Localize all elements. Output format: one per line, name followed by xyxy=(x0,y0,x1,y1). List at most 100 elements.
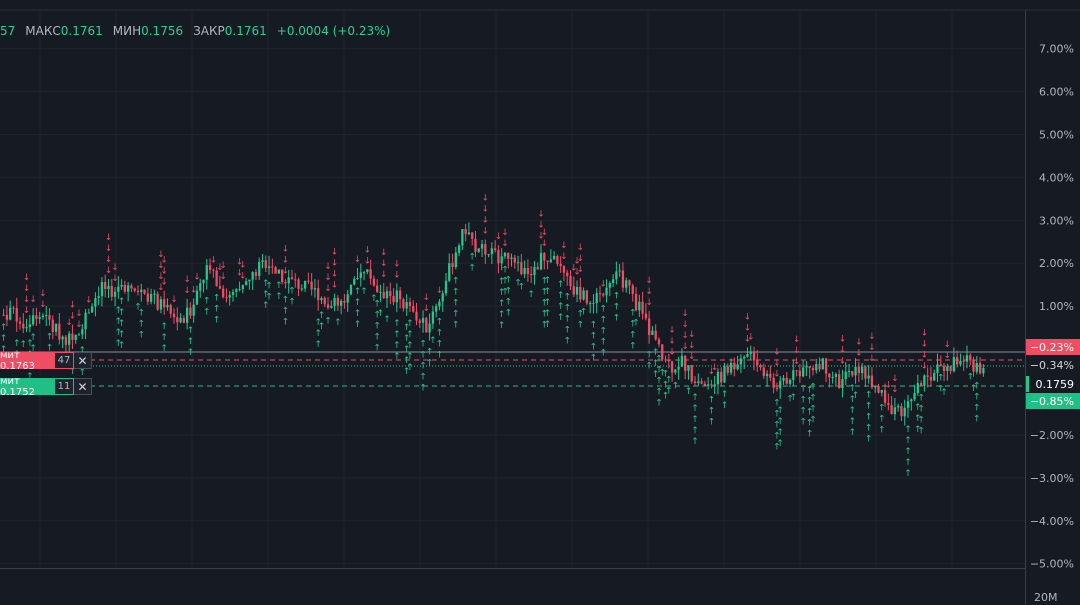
buy-arrow-mark: ↑ xyxy=(691,437,699,447)
buy-order-qty[interactable]: 11 xyxy=(54,378,74,395)
buy-arrow-mark: ↑ xyxy=(419,340,427,350)
candle-body xyxy=(890,405,893,415)
buy-arrow-mark: ↑ xyxy=(452,320,460,330)
sell-order-label[interactable]: мит 0.1763 xyxy=(0,350,54,372)
sell-arrow-mark: ↓ xyxy=(537,209,545,219)
candle-body xyxy=(389,291,392,297)
candle-body xyxy=(569,275,572,287)
sell-arrow-mark: ↓ xyxy=(216,263,224,273)
buy-arrow-mark: ↑ xyxy=(917,427,925,437)
buy-order-label[interactable]: мит 0.1752 xyxy=(0,376,54,398)
buy-arrow-mark: ↑ xyxy=(0,345,7,355)
candle-body xyxy=(775,387,779,389)
buy-arrow-mark: ↑ xyxy=(406,363,414,373)
buy-arrow-mark: ↑ xyxy=(917,416,925,426)
buy-arrow-mark: ↑ xyxy=(655,354,663,364)
buy-arrow-mark: ↑ xyxy=(504,308,512,318)
sell-arrow-mark: ↓ xyxy=(75,320,83,330)
sell-order-qty[interactable]: 47 xyxy=(54,352,74,369)
buy-arrow-mark: ↑ xyxy=(314,340,322,350)
buy-arrow-mark: ↑ xyxy=(590,320,598,330)
close-x-icon[interactable]: ✕ xyxy=(74,352,92,369)
candle-body xyxy=(317,288,320,301)
candle-body xyxy=(690,365,693,382)
candle-body xyxy=(680,355,684,367)
buy-arrow-mark: ↑ xyxy=(776,439,784,449)
candle-body xyxy=(107,285,110,290)
candle-body xyxy=(657,339,661,345)
sell-arrow-mark: ↓ xyxy=(744,312,752,322)
buy-arrow-mark: ↑ xyxy=(655,365,663,375)
ohlc-high: МАКС 0.1761 xyxy=(25,24,103,38)
candle-body xyxy=(474,238,477,252)
candle-body xyxy=(84,312,87,330)
sell-limit-order[interactable]: мит 0.1763 47 ✕ xyxy=(0,350,92,372)
buy-arrow-mark: ↑ xyxy=(373,343,381,353)
sell-arrow-mark: ↓ xyxy=(944,351,952,361)
buy-arrow-mark: ↑ xyxy=(665,386,673,396)
buy-arrow-mark: ↑ xyxy=(849,395,857,405)
buy-arrow-mark: ↑ xyxy=(262,279,270,289)
buy-arrow-mark: ↑ xyxy=(419,362,427,372)
candle-body xyxy=(923,375,926,386)
candle-body xyxy=(274,267,277,274)
sell-arrow-mark: ↓ xyxy=(219,272,227,282)
sell-arrow-mark: ↓ xyxy=(157,250,165,260)
buy-arrow-mark: ↑ xyxy=(262,301,270,311)
candle-body xyxy=(634,293,638,311)
buy-arrow-mark: ↑ xyxy=(203,307,211,317)
candle-body xyxy=(64,336,68,345)
buy-arrow-mark: ↑ xyxy=(406,341,414,351)
candle-body xyxy=(792,370,795,380)
buy-arrow-mark: ↑ xyxy=(137,309,145,319)
buy-arrow-mark: ↑ xyxy=(393,330,401,340)
candle-body xyxy=(664,359,667,361)
candle-body xyxy=(743,356,746,359)
candles xyxy=(2,222,985,426)
buy-arrow-mark: ↑ xyxy=(160,322,168,332)
y-tick-label: 6.00% xyxy=(1039,86,1074,99)
candle-body xyxy=(503,252,507,257)
sell-arrow-mark: ↓ xyxy=(839,335,847,345)
buy-arrow-mark: ↑ xyxy=(937,385,945,395)
candle-body xyxy=(477,248,480,252)
buy-arrow-mark: ↑ xyxy=(776,417,784,427)
buy-arrow-mark: ↑ xyxy=(13,339,21,349)
buy-arrow-mark: ↑ xyxy=(557,302,565,312)
buy-arrow-mark: ↑ xyxy=(809,415,817,425)
buy-arrow-mark: ↑ xyxy=(504,286,512,296)
close-x-icon[interactable]: ✕ xyxy=(74,378,92,395)
buy-arrow-mark: ↑ xyxy=(577,310,585,320)
candle-body xyxy=(546,260,549,262)
candle-body xyxy=(156,293,159,310)
buy-arrow-mark: ↑ xyxy=(937,374,945,384)
sell-arrow-mark: ↓ xyxy=(855,349,863,359)
buy-arrow-mark: ↑ xyxy=(577,321,585,331)
buy-arrow-mark: ↑ xyxy=(46,344,54,354)
buy-arrow-mark: ↑ xyxy=(662,381,670,391)
candle-body xyxy=(480,244,484,249)
buy-arrow-mark: ↑ xyxy=(314,318,322,328)
candle-body xyxy=(834,374,838,377)
buy-arrow-mark: ↑ xyxy=(318,322,326,332)
buy-arrow-mark: ↑ xyxy=(557,291,565,301)
buy-arrow-mark: ↑ xyxy=(849,406,857,416)
candle-body xyxy=(215,270,218,287)
candle-body xyxy=(703,383,706,386)
candle-body xyxy=(307,280,310,282)
buy-limit-order[interactable]: мит 0.1752 11 ✕ xyxy=(0,376,92,398)
candle-body xyxy=(461,229,464,246)
candle-body xyxy=(611,279,615,284)
candle-body xyxy=(146,293,149,302)
candle-body xyxy=(543,252,546,261)
candle-body xyxy=(218,286,222,289)
candle-body xyxy=(838,374,841,389)
candle-body xyxy=(408,302,412,306)
buy-arrow-mark: ↑ xyxy=(809,382,817,392)
buy-arrow-mark: ↑ xyxy=(354,298,362,308)
candle-body xyxy=(208,265,212,270)
sell-arrow-mark: ↓ xyxy=(157,261,165,271)
candle-body xyxy=(166,304,169,308)
buy-arrow-mark: ↑ xyxy=(652,370,660,380)
